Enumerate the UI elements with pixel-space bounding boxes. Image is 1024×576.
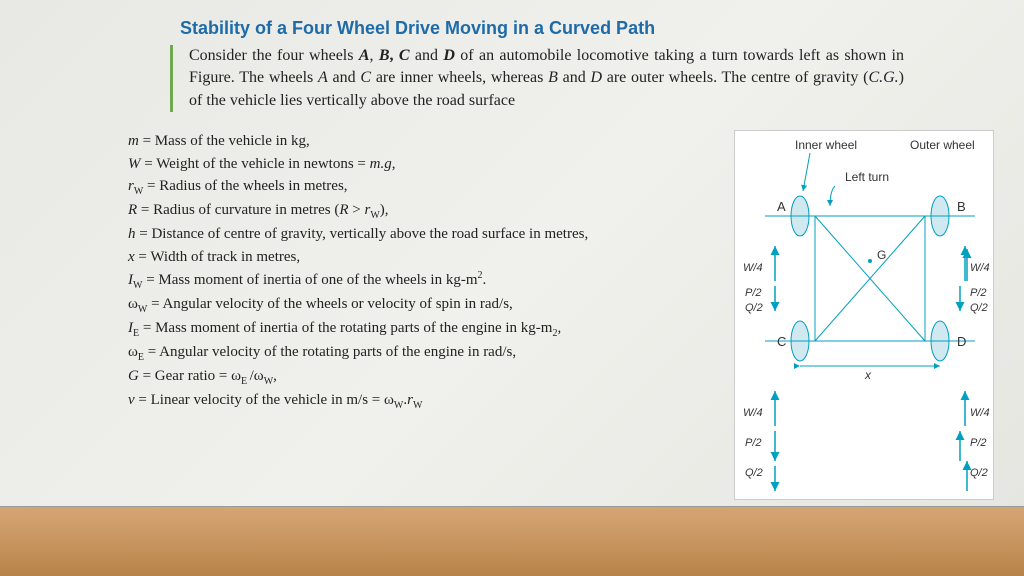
svg-text:Q/2: Q/2 xyxy=(970,467,988,479)
def-h: h = Distance of centre of gravity, verti… xyxy=(128,223,724,246)
svg-text:Q/2: Q/2 xyxy=(970,302,988,314)
def-rw: rW = Radius of the wheels in metres, xyxy=(128,175,724,199)
svg-text:W/4: W/4 xyxy=(743,407,763,419)
def-R: R = Radius of curvature in metres (R > r… xyxy=(128,199,724,223)
svg-text:P/2: P/2 xyxy=(745,287,762,299)
svg-text:P/2: P/2 xyxy=(970,287,987,299)
label-A: A xyxy=(777,199,786,214)
intro-block: Consider the four wheels A, B, C and D o… xyxy=(170,45,904,112)
def-G: G = Gear ratio = ωE /ωW, xyxy=(128,365,724,389)
label-outer: Outer wheel xyxy=(910,138,975,152)
diagram-svg: Inner wheel Outer wheel Left turn xyxy=(735,131,995,501)
page-title: Stability of a Four Wheel Drive Moving i… xyxy=(180,18,994,39)
def-Ie: IE = Mass moment of inertia of the rotat… xyxy=(128,317,724,341)
label-x: x xyxy=(864,368,872,382)
label-C: C xyxy=(777,334,786,349)
definitions-list: m = Mass of the vehicle in kg, W = Weigh… xyxy=(30,130,724,500)
slide-content: Stability of a Four Wheel Drive Moving i… xyxy=(0,0,1024,576)
vehicle-diagram: Inner wheel Outer wheel Left turn xyxy=(734,130,994,500)
svg-text:W/4: W/4 xyxy=(743,262,763,274)
label-B: B xyxy=(957,199,966,214)
def-Iw: IW = Mass moment of inertia of one of th… xyxy=(128,268,724,293)
main-row: m = Mass of the vehicle in kg, W = Weigh… xyxy=(30,130,994,500)
svg-text:Q/2: Q/2 xyxy=(745,302,763,314)
def-ome: ωE = Angular velocity of the rotating pa… xyxy=(128,341,724,365)
def-m: m = Mass of the vehicle in kg, xyxy=(128,130,724,153)
svg-text:P/2: P/2 xyxy=(745,437,762,449)
label-G: G xyxy=(877,248,886,262)
svg-text:Q/2: Q/2 xyxy=(745,467,763,479)
def-x: x = Width of track in metres, xyxy=(128,246,724,269)
label-inner: Inner wheel xyxy=(795,138,857,152)
def-v: v = Linear velocity of the vehicle in m/… xyxy=(128,389,724,413)
intro-text: Consider the four wheels A, B, C and D o… xyxy=(189,45,904,112)
label-leftturn: Left turn xyxy=(845,170,889,184)
def-W: W = Weight of the vehicle in newtons = m… xyxy=(128,153,724,176)
svg-text:P/2: P/2 xyxy=(970,437,987,449)
svg-text:W/4: W/4 xyxy=(970,262,990,274)
def-omw: ωW = Angular velocity of the wheels or v… xyxy=(128,293,724,317)
label-D: D xyxy=(957,334,966,349)
svg-text:W/4: W/4 xyxy=(970,407,990,419)
